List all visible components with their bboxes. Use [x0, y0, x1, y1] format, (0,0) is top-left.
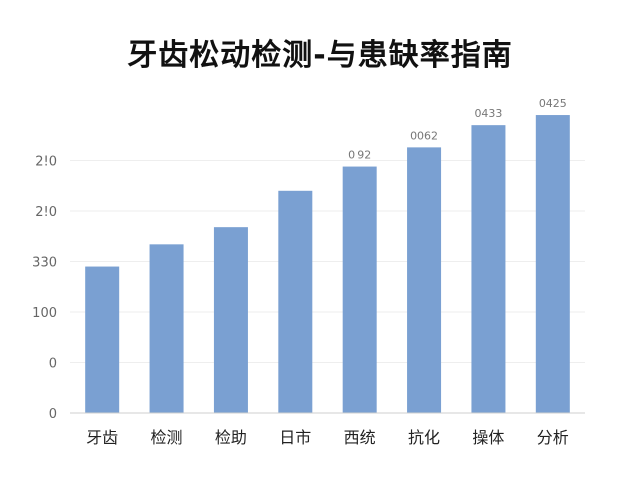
data-label: 0425 [539, 97, 567, 110]
x-tick-label: 牙齿 [86, 428, 118, 447]
x-tick-label: 检测 [151, 428, 183, 447]
bar [407, 147, 442, 413]
y-tick-label: 0 [49, 407, 57, 422]
data-label: 0433 [474, 107, 502, 120]
x-tick-label: 抗化 [408, 428, 440, 447]
y-axis-ticks: 0 0 100 330 2!0 2!0 [32, 155, 57, 423]
bar [213, 227, 248, 413]
x-tick-label: 西统 [344, 428, 376, 447]
bar [149, 244, 184, 413]
x-axis-ticks: 牙齿 检测 检助 日市 西统 抗化 操体 分析 [86, 428, 569, 447]
bar [85, 266, 120, 413]
y-tick-label: 100 [32, 306, 57, 321]
data-label: 0062 [410, 129, 438, 142]
y-tick-label: 330 [32, 256, 57, 271]
x-tick-label: 日市 [279, 428, 311, 447]
y-tick-label: 0 [49, 357, 57, 372]
data-labels: 0 92 0062 0433 0425 [348, 97, 567, 162]
x-tick-label: 分析 [537, 428, 569, 447]
gridlines [70, 160, 585, 363]
x-tick-label: 检助 [215, 428, 247, 447]
bar [471, 125, 506, 414]
chart-title: 牙齿松动检测-与患缺率指南 [127, 38, 513, 73]
data-label: 0 92 [348, 149, 371, 162]
bar [342, 166, 377, 413]
y-tick-label: 2!0 [35, 205, 57, 220]
y-tick-label: 2!0 [35, 155, 57, 170]
x-tick-label: 操体 [472, 428, 504, 447]
bar [278, 190, 313, 413]
bars [85, 115, 570, 414]
bar [535, 115, 570, 414]
